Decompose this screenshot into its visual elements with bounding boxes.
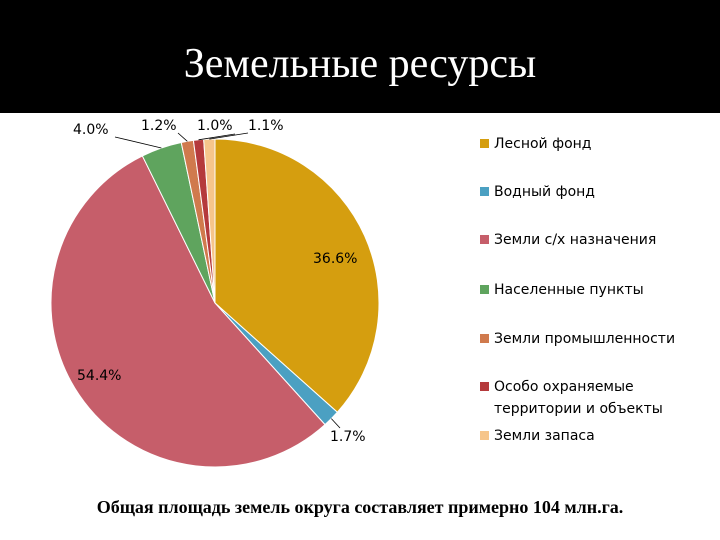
legend-swatch-3 [480, 235, 489, 244]
leader-line-2 [331, 418, 341, 429]
chart-title: Земельные ресурсы [183, 41, 537, 87]
data-label-3: 54.4% [77, 368, 121, 384]
legend-label-7: Земли запаса [494, 428, 595, 444]
legend-swatch-5 [480, 334, 489, 343]
data-label-6: 1.0% [197, 118, 233, 134]
leader-line-7 [209, 132, 249, 140]
leader-line-4 [114, 136, 162, 149]
legend-swatch-6 [480, 382, 489, 391]
data-label-4: 4.0% [73, 122, 109, 138]
legend: Лесной фонд Водный фонд Земли с/х назначен… [480, 136, 675, 444]
footer-note: Общая площадь земель округа составляет п… [96, 497, 624, 517]
data-label-1: 36.6% [313, 251, 357, 267]
title-bar [0, 0, 720, 113]
pie-slices [50, 138, 380, 468]
legend-label-6: Особо охраняемые территории и объекты [494, 379, 663, 417]
leader-lines [114, 132, 341, 429]
legend-label-3: Земли с/х назначения [494, 232, 656, 248]
legend-swatch-2 [480, 187, 489, 196]
data-label-7: 1.1% [248, 118, 284, 134]
legend-label-1: Лесной фонд [494, 136, 591, 152]
leader-line-6 [198, 133, 236, 141]
data-label-5: 1.2% [141, 118, 177, 134]
legend-swatch-1 [480, 139, 489, 148]
legend-label-4: Населенные пункты [494, 282, 644, 298]
leader-line-5 [177, 132, 188, 142]
legend-label-5: Земли промышленности [494, 331, 675, 347]
data-labels: 36.6% 1.7% 54.4% 4.0% 1.2% 1.0% 1.1% [73, 118, 366, 445]
data-label-2: 1.7% [330, 429, 366, 445]
legend-label-2: Водный фонд [494, 184, 595, 200]
pie-slice-3 [50, 155, 326, 468]
pie-slice-1 [214, 138, 380, 413]
legend-swatch-7 [480, 431, 489, 440]
legend-swatch-4 [480, 285, 489, 294]
